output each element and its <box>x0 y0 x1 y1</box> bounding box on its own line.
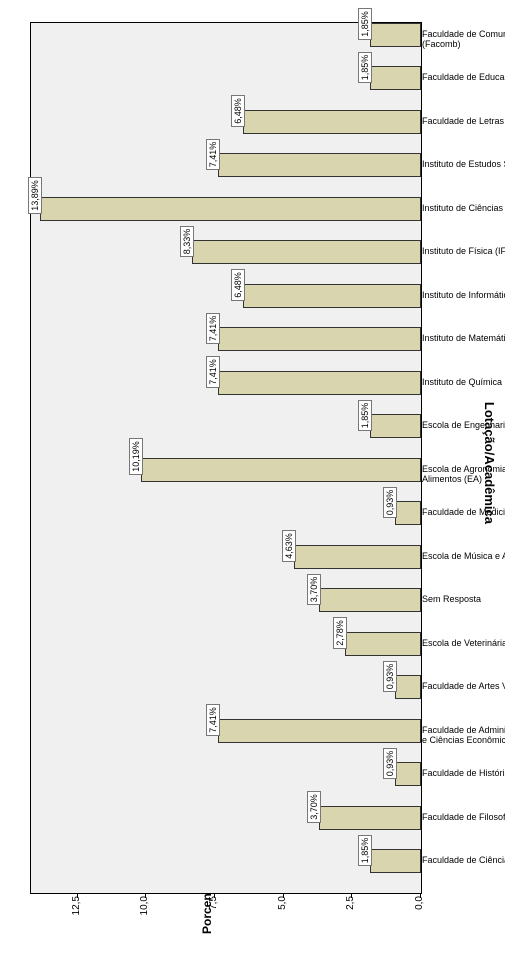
bar-value-label: 4,63% <box>282 530 296 562</box>
category-label: Escola de Agronomia e de Engenharia de A… <box>422 465 505 485</box>
category-label: Escola de Música e Artes Cênicas (Emac <box>422 552 505 562</box>
bar-value-label: 7,41% <box>206 313 220 345</box>
bar <box>319 588 421 612</box>
category-label: Instituto de Ciências Biológicas (ICB) <box>422 204 505 214</box>
category-label: Sem Resposta <box>422 595 505 605</box>
category-label: Instituto de Física (IF) <box>422 247 505 257</box>
category-label: Faculdade de Artes Visuais (FAV) <box>422 682 505 692</box>
bar-value-label: 13,89% <box>28 177 42 214</box>
bar <box>294 545 421 569</box>
y-tick-label: 2,5 <box>345 896 356 936</box>
bar-value-label: 3,70% <box>307 791 321 823</box>
category-label: Escola de Engenharia Civil (EEC) <box>422 421 505 431</box>
y-tick-label: 12,5 <box>71 896 82 936</box>
bar-value-label: 7,41% <box>206 356 220 388</box>
bar-value-label: 6,48% <box>231 95 245 127</box>
category-label: Instituto de Química (IQ) <box>422 378 505 388</box>
plot-area: 1,85% 3,70% 0,93% 7,41% 0,93% 2,78% 3,70% 4,63%… <box>30 22 422 894</box>
bar <box>395 501 421 525</box>
category-label: Faculdade de Administração, Ciências Con… <box>422 726 505 746</box>
y-tick-label: 10,0 <box>139 896 150 936</box>
y-tick-label: 0,0 <box>414 896 425 936</box>
category-label: Escola de Veterinária (EV) <box>422 639 505 649</box>
category-label: Faculdade de História (FH) <box>422 769 505 779</box>
bar-value-label: 2,78% <box>333 617 347 649</box>
y-tick-label: 7,5 <box>208 896 219 936</box>
bar <box>319 806 421 830</box>
bar <box>218 371 422 395</box>
bar <box>141 458 421 482</box>
chart-container: Lotação/Acadêmica Porcentagem 1,85%3,70%… <box>0 449 505 954</box>
bar <box>40 197 421 221</box>
bar-value-label: 7,41% <box>206 704 220 736</box>
chart-inner: Lotação/Acadêmica Porcentagem 1,85%3,70%… <box>0 0 505 954</box>
bar <box>218 153 422 177</box>
bar <box>218 719 422 743</box>
bar-value-label: 1,85% <box>358 8 372 40</box>
bar <box>370 849 421 873</box>
bar <box>395 675 421 699</box>
bar-value-label: 0,93% <box>383 661 397 693</box>
category-label: Faculdade de Filosofia (Fafil) <box>422 813 505 823</box>
category-label: Faculdade de Letras (FL) <box>422 117 505 127</box>
category-label: Faculdade de Comunicação e Biblioteconom… <box>422 30 505 50</box>
bar-value-label: 1,85% <box>358 52 372 84</box>
y-tick-label: 5,0 <box>277 896 288 936</box>
bar <box>192 240 421 264</box>
bar-value-label: 10,19% <box>129 438 143 475</box>
bar-value-label: 8,33% <box>180 226 194 258</box>
category-label: Instituto de Informática (INF) <box>422 291 505 301</box>
bar-value-label: 1,85% <box>358 835 372 867</box>
bar <box>370 23 421 47</box>
bar <box>243 284 421 308</box>
bar-value-label: 7,41% <box>206 139 220 171</box>
bar <box>218 327 422 351</box>
bar <box>395 762 421 786</box>
bar <box>370 66 421 90</box>
category-label: Faculdade de Medicina (FM) <box>422 508 505 518</box>
bar <box>345 632 421 656</box>
bar-value-label: 0,93% <box>383 487 397 519</box>
category-label: Faculdade de Educação Física (FEF) <box>422 73 505 83</box>
bar-value-label: 1,85% <box>358 400 372 432</box>
bar-value-label: 6,48% <box>231 269 245 301</box>
bar-value-label: 0,93% <box>383 748 397 780</box>
category-label: Instituto de Estudos Socioambientais (Ie… <box>422 160 505 170</box>
bar <box>243 110 421 134</box>
bar-value-label: 3,70% <box>307 574 321 606</box>
category-label: Instituto de Matemática e Estatística (I… <box>422 334 505 344</box>
category-label: Faculdade de Ciências Sociais (FCS) <box>422 856 505 866</box>
bar <box>370 414 421 438</box>
